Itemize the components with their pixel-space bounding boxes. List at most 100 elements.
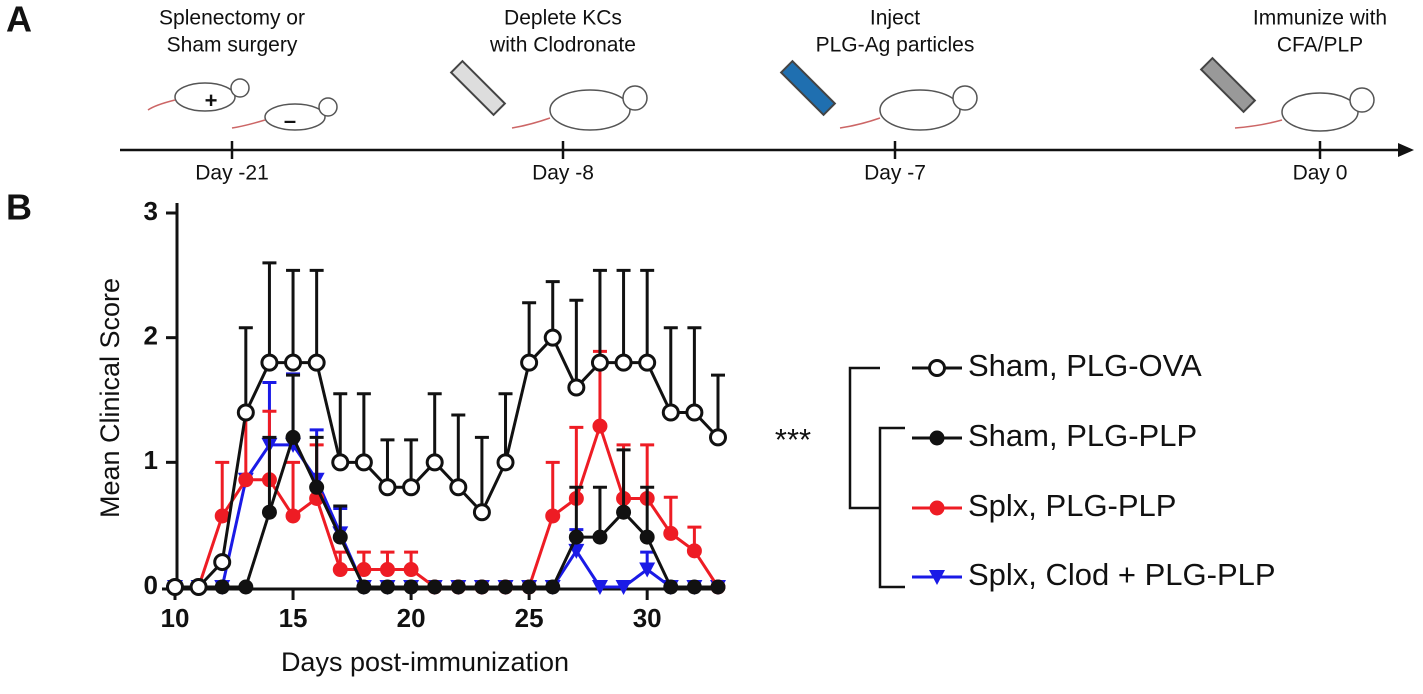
x-tick-label: 25 [515, 603, 544, 633]
line [175, 421, 720, 589]
marker [591, 580, 608, 595]
timeline-event: Splenectomy or [159, 7, 305, 30]
timeline-event: Sham surgery [167, 34, 298, 57]
marker [238, 472, 254, 488]
series [167, 373, 726, 595]
error-bar [640, 485, 655, 538]
panel-label: B [6, 187, 32, 228]
marker [354, 453, 373, 472]
marker [663, 525, 679, 541]
marker [332, 562, 348, 578]
marker [379, 562, 395, 578]
marker [614, 353, 633, 372]
error-bar [238, 326, 253, 413]
x-tick-label: 10 [161, 603, 190, 633]
y-tick-label: 0 [144, 570, 158, 600]
error-bar [286, 373, 301, 438]
error-bar [522, 301, 537, 363]
marker [403, 562, 419, 578]
marker [261, 504, 277, 520]
marker [332, 529, 348, 545]
x-tick-label: 20 [397, 603, 426, 633]
marker [639, 562, 656, 578]
marker [378, 478, 397, 497]
marker [379, 579, 395, 595]
error-bar [687, 326, 702, 413]
legend-marker [928, 359, 946, 377]
marker [260, 353, 279, 372]
marker [356, 579, 372, 595]
marker [474, 579, 490, 595]
marker [402, 478, 421, 497]
timeline-day: Day 0 [1293, 162, 1348, 185]
y-tick-label: 1 [144, 445, 158, 475]
marker [450, 579, 466, 595]
marker [709, 428, 727, 447]
marker [590, 353, 609, 372]
error-bar [309, 268, 324, 363]
marker [285, 429, 301, 445]
marker [545, 508, 561, 524]
error-bar [663, 326, 678, 413]
mouse-sign: – [284, 108, 296, 133]
panel-label: A [6, 0, 32, 40]
marker [686, 543, 702, 559]
x-tick-label: 30 [633, 603, 662, 633]
arrowhead [1398, 143, 1414, 157]
timeline-event: Immunize with [1253, 7, 1387, 30]
error-bar [545, 280, 560, 338]
marker [685, 403, 704, 422]
error-bar [286, 460, 301, 516]
marker [236, 403, 255, 422]
syringes [449, 56, 1257, 117]
error-bar [333, 392, 348, 463]
marker [616, 504, 632, 520]
legend-marker [929, 570, 945, 585]
line [175, 443, 718, 589]
marker [520, 353, 539, 372]
marker [189, 578, 208, 596]
marker [166, 578, 184, 596]
error-bar [286, 268, 301, 363]
marker [568, 529, 584, 545]
error-bar [711, 373, 725, 438]
timeline-event: CFA/PLP [1277, 34, 1363, 57]
timeline-event: Deplete KCs [504, 7, 622, 30]
error-bar [215, 460, 230, 516]
marker [425, 453, 444, 472]
timeline-event: PLG-Ag particles [816, 34, 975, 57]
marker [639, 529, 655, 545]
y-axis-label: Mean Clinical Score [95, 278, 125, 518]
significance-bracket [848, 366, 905, 589]
marker [472, 503, 491, 522]
error-bar [569, 298, 584, 388]
legend-label: Sham, PLG-PLP [968, 418, 1197, 453]
y-tick-label: 3 [144, 196, 158, 226]
legend-marker [929, 500, 945, 516]
legend-marker [929, 430, 945, 446]
marker [567, 378, 586, 397]
x-tick-label: 15 [279, 603, 308, 633]
marker [496, 453, 515, 472]
mouse-sign: + [205, 88, 218, 113]
error-bar [569, 485, 584, 538]
marker [213, 553, 232, 572]
y-tick-label: 2 [144, 321, 158, 351]
error-bar [356, 392, 371, 463]
marker [449, 478, 468, 497]
marker [638, 353, 657, 372]
marker [592, 418, 608, 434]
timeline-event: Inject [870, 7, 920, 30]
marker [427, 579, 443, 595]
error-bar [451, 413, 466, 488]
marker [403, 579, 419, 595]
error-bar [427, 392, 442, 463]
error-bar [592, 485, 607, 538]
marker [214, 579, 230, 595]
error-bar [498, 392, 513, 463]
error-bar [616, 448, 631, 513]
series [166, 261, 727, 596]
legend-label: Splx, Clod + PLG-PLP [968, 557, 1276, 592]
legend-label: Splx, PLG-PLP [968, 488, 1176, 523]
